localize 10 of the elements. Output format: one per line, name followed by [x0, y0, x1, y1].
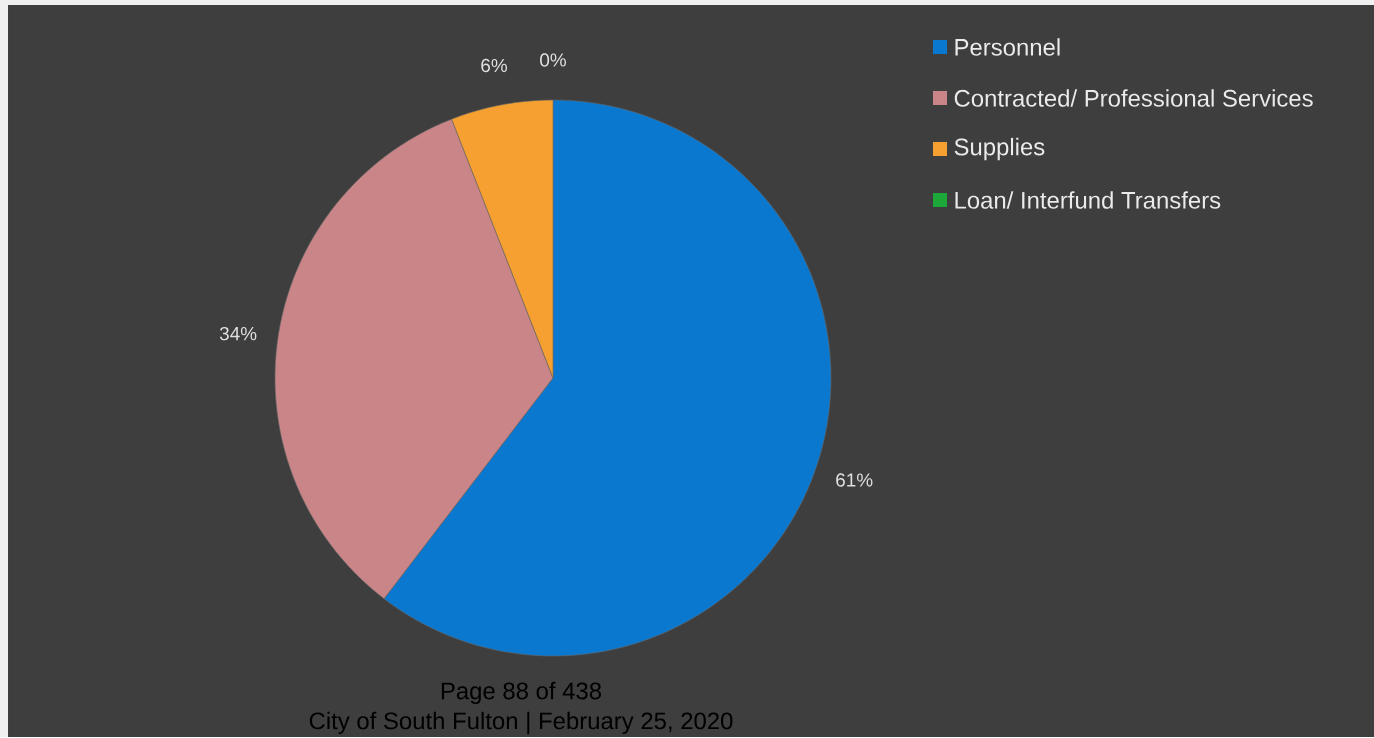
data-label: 61% — [836, 473, 873, 487]
text: City of South Fulton | February 25, 2020 — [309, 712, 733, 735]
legend-label: Contracted/ Professional Services — [954, 89, 1313, 108]
data-label: 34% — [219, 327, 257, 341]
legend-label: Loan/ Interfund Transfers — [955, 191, 1221, 210]
text: Page 88 of 438 — [441, 682, 602, 705]
data-label: 6% — [481, 59, 508, 73]
legend-label: Personnel — [955, 38, 1060, 57]
text: 0% — [540, 53, 567, 67]
legend-label: Supplies — [954, 138, 1045, 161]
